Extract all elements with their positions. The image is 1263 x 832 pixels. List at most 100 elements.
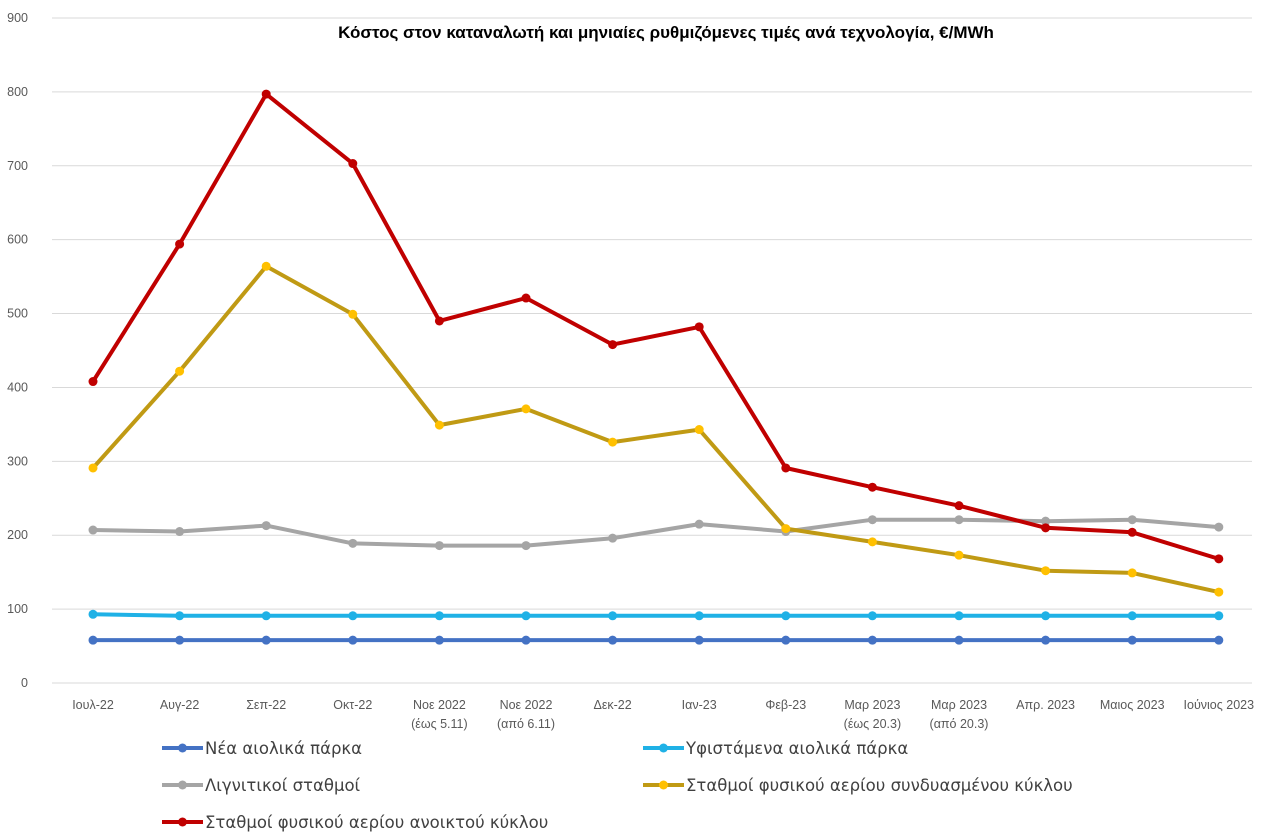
data-point <box>608 611 618 621</box>
y-axis-tick-labels: 0 100 200 300 400 500 600 700 800 900 <box>7 11 28 690</box>
data-point <box>954 515 964 525</box>
x-tick-label: Νοε 2022 <box>500 698 553 712</box>
data-point <box>175 239 185 249</box>
y-tick-label: 700 <box>7 159 28 173</box>
data-point <box>88 635 98 645</box>
data-point <box>261 89 271 99</box>
legend-item: Λιγνιτικοί σταθμοί <box>162 776 361 795</box>
data-point <box>1214 587 1224 597</box>
legend-item: Νέα αιολικά πάρκα <box>162 739 362 758</box>
data-point <box>1127 635 1137 645</box>
data-point <box>1041 566 1051 576</box>
x-tick-label: Αυγ-22 <box>160 698 200 712</box>
data-point <box>1041 611 1051 621</box>
data-point <box>1041 635 1051 645</box>
series-line <box>91 92 1221 561</box>
data-point <box>1127 568 1137 578</box>
data-point <box>608 437 618 447</box>
x-tick-label: Μαιος 2023 <box>1100 698 1165 712</box>
data-point <box>261 261 271 271</box>
chart-title: Κόστος στον καταναλωτή και μηνιαίες ρυθμ… <box>338 23 994 42</box>
x-tick-label: Φεβ-23 <box>765 698 806 712</box>
data-point <box>781 524 791 534</box>
data-point <box>1127 515 1137 525</box>
x-tick-label: Νοε 2022 <box>413 698 466 712</box>
y-tick-label: 300 <box>7 454 28 468</box>
data-point <box>867 635 877 645</box>
series-2 <box>88 515 1224 551</box>
legend-swatch-marker <box>659 780 668 790</box>
legend-label: Σταθμοί φυσικού αερίου συνδυασμένου κύκλ… <box>686 776 1073 795</box>
x-tick-label: (έως 20.3) <box>844 717 901 731</box>
data-point <box>694 322 704 332</box>
x-tick-label: Μαρ 2023 <box>844 698 900 712</box>
data-point <box>175 635 185 645</box>
legend-item: Υφιστάμενα αιολικά πάρκα <box>643 739 908 758</box>
x-tick-label: Δεκ-22 <box>593 698 631 712</box>
data-point <box>261 521 271 531</box>
data-point <box>175 611 185 621</box>
x-tick-label: (από 6.11) <box>497 717 555 731</box>
data-point <box>1041 516 1051 526</box>
data-point <box>694 425 704 435</box>
y-tick-label: 600 <box>7 233 28 247</box>
data-point <box>521 293 531 303</box>
legend-swatch-marker <box>178 817 187 827</box>
y-tick-label: 0 <box>21 676 28 690</box>
x-axis-tick-labels: Ιουλ-22 Αυγ-22 Σεπ-22 Οκτ-22 Νοε 2022 (έως 5.… <box>72 698 1254 731</box>
data-point <box>867 537 877 547</box>
x-tick-label: Απρ. 2023 <box>1016 698 1075 712</box>
legend-label: Νέα αιολικά πάρκα <box>205 739 362 758</box>
data-point <box>608 533 618 543</box>
data-point <box>88 377 98 387</box>
data-point <box>175 527 185 537</box>
data-point <box>867 611 877 621</box>
legend-item: Σταθμοί φυσικού αερίου ανοικτού κύκλου <box>162 813 548 832</box>
data-point <box>694 519 704 529</box>
data-point <box>348 538 358 548</box>
x-tick-label: (έως 5.11) <box>411 717 468 731</box>
series-3 <box>88 261 1224 597</box>
series-4 <box>88 89 1224 564</box>
data-point <box>348 159 358 169</box>
y-tick-label: 500 <box>7 307 28 321</box>
data-point <box>954 550 964 560</box>
data-point <box>694 611 704 621</box>
data-point <box>781 635 791 645</box>
legend-item: Σταθμοί φυσικού αερίου συνδυασμένου κύκλ… <box>643 776 1073 795</box>
series-line <box>91 517 1221 548</box>
legend: Νέα αιολικά πάρκα Υφιστάμενα αιολικά πάρκ… <box>162 739 1073 832</box>
data-point <box>954 611 964 621</box>
x-tick-label: Μαρ 2023 <box>931 698 987 712</box>
data-point <box>781 611 791 621</box>
data-point <box>1127 527 1137 537</box>
data-point <box>954 635 964 645</box>
data-point <box>1214 611 1224 621</box>
data-point <box>1041 523 1051 533</box>
data-point <box>261 611 271 621</box>
data-point <box>521 541 531 551</box>
data-point <box>434 635 444 645</box>
data-point <box>867 482 877 492</box>
data-point <box>88 609 98 619</box>
data-point <box>781 463 791 473</box>
data-point <box>1214 554 1224 564</box>
data-point <box>434 420 444 430</box>
series-line <box>91 264 1221 595</box>
data-point <box>521 611 531 621</box>
y-tick-label: 800 <box>7 85 28 99</box>
y-tick-label: 200 <box>7 528 28 542</box>
data-point <box>867 515 877 525</box>
data-point <box>1214 522 1224 532</box>
series-lines <box>88 89 1224 645</box>
legend-label: Λιγνιτικοί σταθμοί <box>205 776 361 795</box>
data-point <box>348 611 358 621</box>
data-point <box>88 525 98 535</box>
y-tick-label: 100 <box>7 602 28 616</box>
legend-label: Υφιστάμενα αιολικά πάρκα <box>685 739 908 758</box>
data-point <box>88 463 98 473</box>
series-1 <box>88 609 1224 621</box>
data-point <box>608 340 618 350</box>
x-tick-label: Ιουλ-22 <box>72 698 114 712</box>
